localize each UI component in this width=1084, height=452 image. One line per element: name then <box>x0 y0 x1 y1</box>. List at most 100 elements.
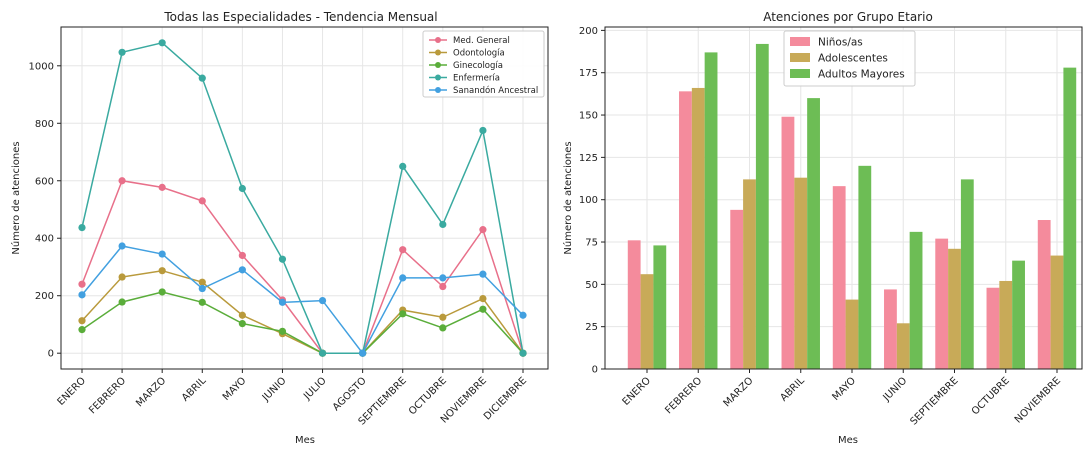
chart1-x-tick-label: ENERO <box>56 375 89 408</box>
chart1-x-tick-label: FEBRERO <box>87 375 128 416</box>
chart2-bar <box>832 186 846 369</box>
chart1-data-point <box>479 126 487 135</box>
chart1-data-point <box>118 298 126 306</box>
chart1-data-point <box>198 278 206 286</box>
chart2-bar <box>627 240 641 369</box>
chart2-bar <box>755 43 769 369</box>
chart2-y-tick-label: 100 <box>579 195 598 206</box>
chart2-bar <box>948 248 961 369</box>
chart2-bar <box>858 165 872 369</box>
chart2-x-ticks: ENERO FEBRERO MARZO ABRIL MAYO JUNIO SEPTIEMBR… <box>621 369 1063 428</box>
chart1-data-point <box>78 291 86 299</box>
chart1-y-tick-label: 800 <box>35 119 54 130</box>
chart1-data-point <box>399 274 407 282</box>
chart2-bar <box>640 274 654 369</box>
chart1-data-point <box>198 284 206 293</box>
chart1-frame <box>60 26 549 370</box>
chart1-data-point <box>78 317 86 325</box>
chart2-x-tick-label: SEPTIEMBRE <box>908 375 960 427</box>
chart1-legend-marker <box>435 62 441 68</box>
chart2-y-tick-label: 175 <box>579 68 598 79</box>
chart2-bar <box>781 116 795 370</box>
chart2-bar <box>1012 260 1025 369</box>
chart2-x-tick-label: MAYO <box>830 375 858 403</box>
chart1-data-point <box>78 326 86 334</box>
chart1-data-point <box>78 224 86 232</box>
chart2-y-axis-label: Número de atenciones <box>562 141 574 254</box>
chart2-legend-label: Adolescentes <box>818 53 888 65</box>
chart1-x-tick-label: AGOSTO <box>331 375 369 413</box>
chart2-legend-swatch <box>790 53 810 62</box>
chart1-legend: Med. General Odontología Ginecología Enferm… <box>422 30 545 98</box>
chart2-y-ticks: 0 25 50 75 100 125 150 175 200 <box>579 26 605 376</box>
chart1-data-point <box>158 183 166 191</box>
chart2-x-tick-label: ENERO <box>621 375 654 408</box>
chart1-x-tick-label: MAYO <box>221 375 249 403</box>
chart1-data-point <box>118 48 126 56</box>
chart2-bar <box>730 209 744 369</box>
chart1-y-ticks: 0 200 400 600 800 1000 <box>29 61 61 360</box>
chart2-bar <box>896 323 910 369</box>
chart1-data-point <box>158 288 166 296</box>
chart1-data-point <box>158 39 166 47</box>
chart1-data-point <box>238 251 246 260</box>
chart2-frame <box>604 26 1083 370</box>
chart1-legend-marker <box>435 74 441 81</box>
chart1-x-tick-label: MARZO <box>134 375 168 409</box>
chart1-data-point <box>158 267 166 275</box>
chart1-data-point <box>238 319 246 328</box>
chart1-series-line <box>81 245 524 355</box>
chart2-bar <box>794 177 808 369</box>
chart1-legend-marker <box>435 49 441 56</box>
chart1-data-point <box>238 311 246 319</box>
chart1-legend-label: Med. General <box>453 36 510 46</box>
chart1-data-point <box>399 310 407 318</box>
chart1-data-point <box>238 184 246 193</box>
chart1-data-point <box>158 250 166 258</box>
chart1-data-point <box>519 311 527 319</box>
chart2-bar <box>845 299 859 369</box>
chart2-x-tick-label: FEBRERO <box>663 375 704 416</box>
chart2-legend: Niños/as Adolescentes Adultos Mayores <box>783 30 916 87</box>
chart2-bar <box>1063 67 1077 369</box>
chart2-bar <box>743 179 756 369</box>
chart2-bar <box>935 238 949 369</box>
chart2-x-tick-label: JUNIO <box>881 375 910 404</box>
chart2-x-tick-label: MARZO <box>722 375 756 409</box>
chart2-legend-box <box>783 30 916 87</box>
chart1-series <box>78 39 527 357</box>
chart2-title: Atenciones por Grupo Etario <box>763 10 933 24</box>
chart1-x-ticks: ENERO FEBRERO MARZO ABRIL MAYO JUNIO JULIO AGOS… <box>56 369 529 428</box>
bar-chart-grupo-etario: Atenciones por Grupo Etario 0 25 50 75 100 12… <box>562 10 1083 446</box>
chart1-legend-label: Ginecología <box>453 61 503 71</box>
chart1-data-point <box>479 294 487 303</box>
chart1-data-point <box>238 266 246 274</box>
chart1-data-point <box>78 280 86 288</box>
chart2-bar <box>1050 255 1064 369</box>
chart2-bars <box>627 43 1077 370</box>
chart2-y-tick-label: 25 <box>585 322 598 333</box>
chart2-bar <box>807 98 820 369</box>
line-chart-tendencia-mensual: Todas las Especialidades - Tendencia Men… <box>10 10 549 446</box>
chart2-y-tick-label: 125 <box>579 153 598 164</box>
chart1-x-tick-label: JULIO <box>301 375 328 402</box>
chart2-bar <box>986 287 1000 369</box>
chart1-data-point <box>439 282 447 291</box>
chart2-bar <box>679 91 692 369</box>
chart2-bar <box>691 87 705 369</box>
chart2-legend-label: Niños/as <box>818 37 863 49</box>
chart2-bar <box>704 52 718 370</box>
chart2-x-tick-label: OCTUBRE <box>970 375 1012 417</box>
chart2-bar <box>1037 220 1051 369</box>
chart2-y-tick-label: 50 <box>585 280 598 291</box>
chart1-y-tick-label: 0 <box>48 349 54 360</box>
chart2-y-tick-label: 0 <box>592 365 598 376</box>
chart1-data-point <box>479 305 487 313</box>
chart2-legend-swatch <box>790 69 810 78</box>
chart1-x-tick-label: ABRIL <box>180 375 209 404</box>
chart1-data-point <box>118 242 126 250</box>
chart1-data-point <box>118 177 126 185</box>
chart1-legend-marker <box>435 87 441 93</box>
